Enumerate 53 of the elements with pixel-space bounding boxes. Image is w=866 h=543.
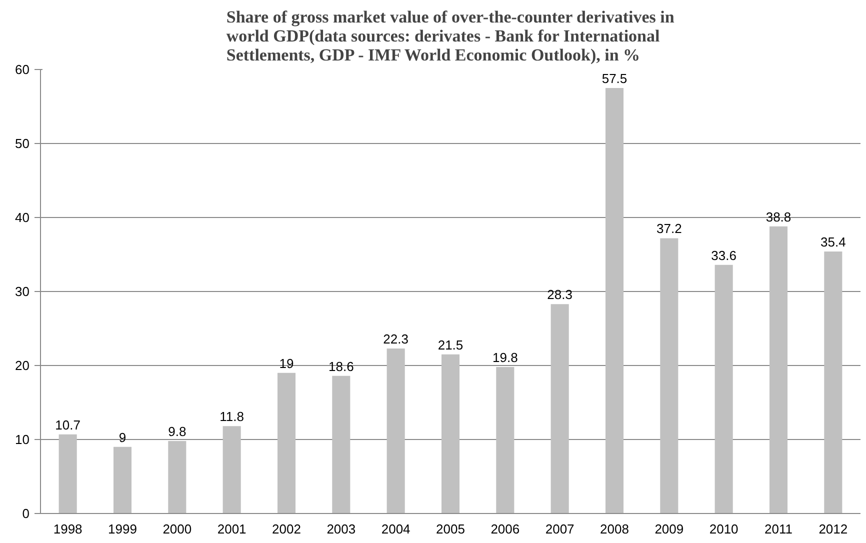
y-tick-label: 10 bbox=[15, 432, 30, 447]
bar bbox=[660, 238, 678, 514]
x-tick-label: 2006 bbox=[490, 522, 520, 536]
x-tick-label: 2004 bbox=[381, 522, 410, 536]
x-tick-label: 2001 bbox=[217, 522, 246, 536]
data-label: 19.8 bbox=[492, 350, 518, 365]
x-tick-label: 1999 bbox=[108, 522, 137, 536]
x-tick-label: 2008 bbox=[600, 522, 629, 536]
x-tick-label: 2009 bbox=[654, 522, 684, 536]
data-label: 37.2 bbox=[656, 221, 682, 236]
bar bbox=[714, 264, 733, 514]
data-label: 38.8 bbox=[766, 209, 792, 224]
bar bbox=[605, 88, 624, 514]
bar bbox=[386, 348, 405, 514]
chart-title: Share of gross market value of over-the-counter derivatives in world GDP(data sources: derivates - Bank for International Settlements, GDP - IMF World Economic Outlook), in % bbox=[226, 8, 675, 64]
data-label: 9 bbox=[118, 430, 126, 445]
data-label: 33.6 bbox=[711, 248, 736, 263]
bar bbox=[113, 446, 132, 514]
y-tick-label: 20 bbox=[15, 358, 30, 373]
data-label: 18.6 bbox=[328, 358, 354, 374]
bar bbox=[441, 354, 460, 514]
x-tick-label: 2010 bbox=[709, 522, 738, 536]
y-tick-label: 0 bbox=[22, 506, 30, 521]
bar bbox=[168, 440, 186, 514]
bar bbox=[58, 434, 77, 514]
data-label: 11.8 bbox=[220, 409, 244, 424]
bar bbox=[550, 304, 569, 514]
data-label: 19 bbox=[279, 356, 294, 371]
bar bbox=[332, 376, 350, 514]
data-label: 35.4 bbox=[820, 234, 846, 250]
bar bbox=[769, 226, 788, 514]
y-tick-label: 60 bbox=[15, 62, 30, 77]
x-tick-label: 1998 bbox=[53, 522, 82, 536]
data-label: 21.5 bbox=[438, 337, 464, 352]
data-label: 9.8 bbox=[168, 424, 186, 439]
bar bbox=[222, 426, 241, 514]
bar bbox=[496, 366, 514, 514]
y-tick-label: 30 bbox=[15, 284, 30, 299]
x-tick-label: 2000 bbox=[162, 522, 192, 536]
x-tick-label: 2012 bbox=[818, 522, 848, 536]
bar bbox=[824, 252, 842, 514]
x-tick-label: 2003 bbox=[326, 522, 356, 536]
x-tick-label: 2002 bbox=[272, 522, 301, 536]
data-label: 57.5 bbox=[602, 71, 628, 86]
x-tick-label: 2007 bbox=[545, 522, 574, 536]
bar bbox=[277, 372, 296, 514]
data-label: 22.3 bbox=[383, 331, 408, 346]
x-tick-label: 2005 bbox=[436, 522, 465, 536]
y-tick-label: 40 bbox=[15, 210, 30, 225]
x-tick-label: 2011 bbox=[764, 522, 792, 536]
y-tick-label: 50 bbox=[15, 136, 30, 151]
data-label: 28.3 bbox=[547, 287, 572, 302]
data-label: 10.7 bbox=[55, 417, 80, 432]
